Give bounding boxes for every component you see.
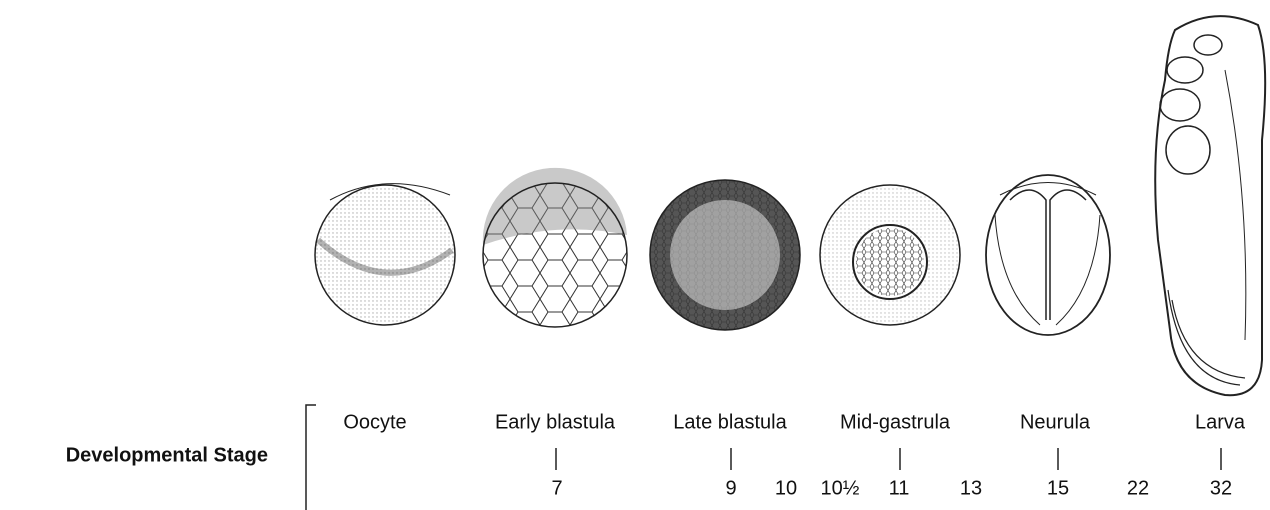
stage-name: Early blastula (495, 411, 616, 433)
stage-number: 10½ (821, 477, 860, 499)
larva-drawing (1154, 15, 1267, 397)
stage-ticks (555, 448, 1222, 470)
stage-number: 11 (889, 477, 910, 499)
late-blastula-drawing (649, 179, 801, 331)
stage-name: Oocyte (343, 411, 406, 433)
neurula-drawing (985, 174, 1111, 336)
stage-name: Neurula (1020, 411, 1091, 433)
mid-gastrula-drawing (819, 184, 961, 326)
stage-number: 13 (960, 477, 982, 499)
stage-name: Larva (1195, 411, 1246, 433)
stage-number: 22 (1127, 477, 1149, 499)
stage-number: 9 (725, 477, 736, 499)
bracket (305, 404, 316, 510)
stage-name: Late blastula (673, 411, 787, 433)
oocyte-drawing (314, 183, 456, 326)
stage-number: 15 (1047, 477, 1069, 499)
stage-number: 32 (1210, 477, 1232, 499)
row-label: Developmental Stage (66, 444, 268, 466)
early-blastula-drawing (482, 167, 628, 328)
stage-number: 10 (775, 477, 797, 499)
stage-number: 7 (551, 477, 562, 499)
stage-name: Mid-gastrula (840, 411, 951, 433)
